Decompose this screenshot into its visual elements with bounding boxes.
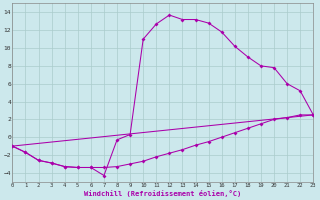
X-axis label: Windchill (Refroidissement éolien,°C): Windchill (Refroidissement éolien,°C)	[84, 190, 242, 197]
